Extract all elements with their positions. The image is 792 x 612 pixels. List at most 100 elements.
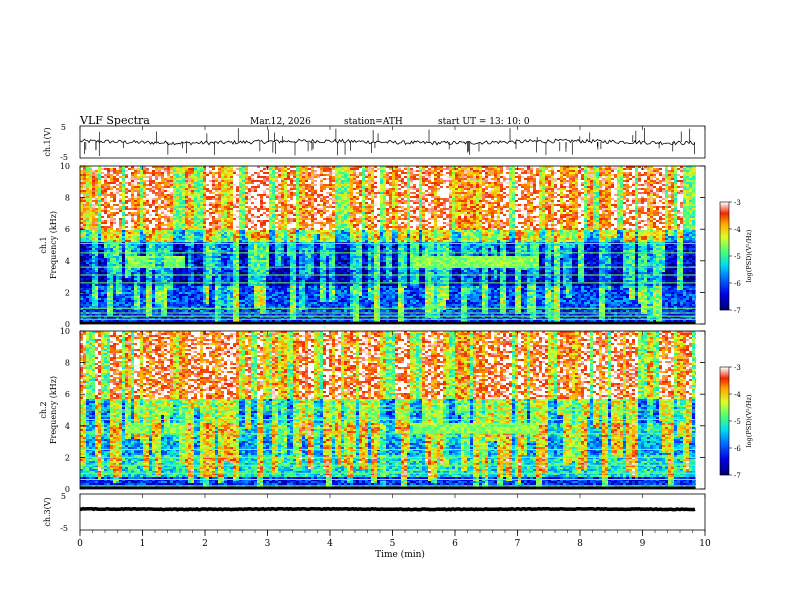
- spectrogram-cell: [194, 184, 197, 186]
- spectrogram-cell: [155, 262, 158, 264]
- spectrogram-cell: [89, 272, 92, 274]
- spectrogram-cell: [227, 292, 230, 294]
- spectrogram-cell: [221, 238, 224, 240]
- spectrogram-cell: [143, 188, 146, 190]
- spectrogram-cell: [131, 262, 134, 264]
- spectrogram-cell: [173, 280, 176, 282]
- spectrogram-cell: [104, 172, 107, 174]
- spectrogram-cell: [185, 280, 188, 282]
- spectrogram-cell: [209, 184, 212, 186]
- spectrogram-cell: [173, 270, 176, 272]
- spectrogram-cell: [86, 194, 89, 196]
- spectrogram-cell: [155, 264, 158, 266]
- spectrogram-cell: [92, 188, 95, 190]
- spectrogram-cell: [119, 268, 122, 270]
- spectrogram-cell: [86, 240, 89, 242]
- spectrogram-cell: [116, 214, 119, 216]
- spectrogram-cell: [92, 172, 95, 174]
- spectrogram-cell: [230, 256, 233, 258]
- spectrogram-cell: [80, 194, 83, 196]
- spectrogram-cell: [221, 232, 224, 234]
- spectrogram-cell: [227, 254, 230, 256]
- spectrogram-cell: [197, 310, 200, 312]
- spectrogram-cell: [110, 230, 113, 232]
- spectrogram-cell: [212, 192, 215, 194]
- spectrogram-cell: [113, 196, 116, 198]
- spectrogram-cell: [119, 194, 122, 196]
- spectrogram-cell: [161, 228, 164, 230]
- spectrogram-cell: [164, 204, 167, 206]
- spectrogram-cell: [107, 188, 110, 190]
- spectrogram-cell: [212, 288, 215, 290]
- spectrogram-cell: [161, 176, 164, 178]
- spectrogram-cell: [92, 256, 95, 258]
- spectrogram-cell: [209, 270, 212, 272]
- spectrogram-cell: [212, 218, 215, 220]
- spectrogram-cell: [206, 240, 209, 242]
- spectrogram-cell: [89, 264, 92, 266]
- spectrogram-cell: [101, 198, 104, 200]
- spectrogram-cell: [179, 260, 182, 262]
- spectrogram-cell: [206, 174, 209, 176]
- spectrogram-cell: [209, 168, 212, 170]
- spectrogram-cell: [194, 234, 197, 236]
- spectrogram-cell: [107, 210, 110, 212]
- spectrogram-cell: [218, 238, 221, 240]
- spectrogram-cell: [113, 302, 116, 304]
- spectrogram-cell: [110, 268, 113, 270]
- spectrogram-cell: [209, 220, 212, 222]
- spectrogram-cell: [140, 178, 143, 180]
- spectrogram-cell: [158, 290, 161, 292]
- spectrogram-cell: [176, 170, 179, 172]
- spectrogram-cell: [203, 180, 206, 182]
- spectrogram-cell: [119, 180, 122, 182]
- spectrogram-cell: [104, 168, 107, 170]
- spectrogram-cell: [167, 168, 170, 170]
- spectrogram-cell: [206, 278, 209, 280]
- spectrogram-cell: [125, 176, 128, 178]
- spectrogram-cell: [170, 290, 173, 292]
- spectrogram-cell: [206, 288, 209, 290]
- spectrogram-cell: [188, 270, 191, 272]
- spectrogram-cell: [158, 192, 161, 194]
- spectrogram-cell: [92, 244, 95, 246]
- spectrogram-cell: [182, 186, 185, 188]
- spectrogram-cell: [212, 194, 215, 196]
- spectrogram-cell: [212, 188, 215, 190]
- spectrogram-cell: [149, 302, 152, 304]
- spectrogram-cell: [206, 254, 209, 256]
- spectrogram-cell: [203, 232, 206, 234]
- spectrogram-cell: [149, 304, 152, 306]
- spectrogram-cell: [212, 190, 215, 192]
- spectrogram-cell: [188, 172, 191, 174]
- spectrogram-cell: [191, 184, 194, 186]
- spectrogram-cell: [98, 302, 101, 304]
- spectrogram-cell: [143, 278, 146, 280]
- spectrogram-cell: [182, 204, 185, 206]
- spectrogram-cell: [209, 254, 212, 256]
- spectrogram-cell: [167, 184, 170, 186]
- spectrogram-cell: [86, 276, 89, 278]
- spectrogram-cell: [101, 258, 104, 260]
- spectrogram-cell: [86, 180, 89, 182]
- spectrogram-cell: [179, 226, 182, 228]
- spectrogram-cell: [176, 186, 179, 188]
- spectrogram-cell: [113, 194, 116, 196]
- spectrogram-cell: [155, 232, 158, 234]
- spectrogram-cell: [137, 206, 140, 208]
- spectrogram-cell: [164, 220, 167, 222]
- spectrogram-cell: [98, 176, 101, 178]
- spectrogram-cell: [224, 264, 227, 266]
- spectrogram-cell: [164, 224, 167, 226]
- spectrogram-cell: [206, 202, 209, 204]
- spectrogram-cell: [158, 198, 161, 200]
- spectrogram-cell: [137, 256, 140, 258]
- spectrogram-cell: [146, 278, 149, 280]
- spectrogram-cell: [146, 302, 149, 304]
- spectrogram-cell: [170, 218, 173, 220]
- spectrogram-cell: [143, 230, 146, 232]
- spectrogram-cell: [227, 192, 230, 194]
- spectrogram-cell: [104, 190, 107, 192]
- spectrogram-cell: [182, 270, 185, 272]
- spectrogram-cell: [80, 290, 83, 292]
